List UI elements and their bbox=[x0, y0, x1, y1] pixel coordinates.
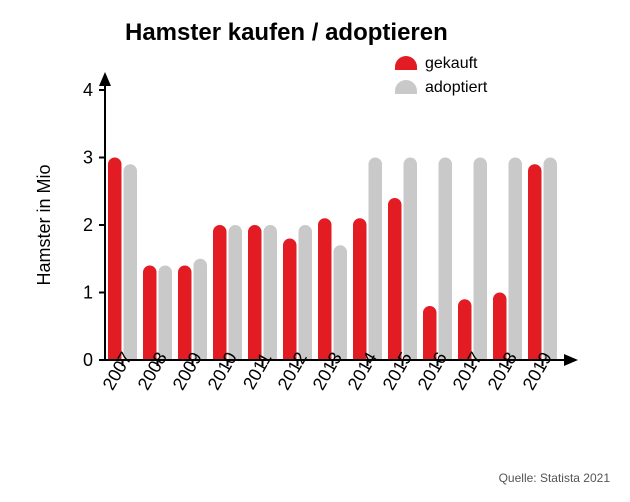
bar-gekauft-2011 bbox=[248, 225, 262, 360]
bar-adoptiert-2010 bbox=[229, 225, 243, 360]
bar-adoptiert-2011 bbox=[264, 225, 278, 360]
bar-adoptiert-2009 bbox=[194, 259, 208, 360]
legend-label-adoptiert: adoptiert bbox=[425, 79, 488, 96]
source-line: Quelle: Statista 2021 bbox=[499, 471, 611, 485]
legend-swatch-gekauft bbox=[395, 56, 417, 70]
bar-adoptiert-2015 bbox=[404, 158, 418, 361]
bar-gekauft-2010 bbox=[213, 225, 227, 360]
bar-gekauft-2014 bbox=[353, 218, 367, 360]
bar-gekauft-2019 bbox=[528, 164, 542, 360]
ytick-label: 2 bbox=[83, 215, 93, 235]
bar-adoptiert-2013 bbox=[334, 245, 348, 360]
bar-gekauft-2015 bbox=[388, 198, 402, 360]
bar-adoptiert-2014 bbox=[369, 158, 383, 361]
bar-adoptiert-2019 bbox=[544, 158, 558, 361]
bar-gekauft-2009 bbox=[178, 266, 192, 361]
bar-adoptiert-2016 bbox=[439, 158, 453, 361]
bar-adoptiert-2018 bbox=[509, 158, 523, 361]
bar-adoptiert-2008 bbox=[159, 266, 173, 361]
chart-title: Hamster kaufen / adoptieren bbox=[125, 19, 448, 46]
ytick-label: 1 bbox=[83, 283, 93, 303]
bar-adoptiert-2017 bbox=[474, 158, 488, 361]
chart-svg: 0123420072008200920102011201220132014201… bbox=[0, 0, 630, 502]
legend-swatch-adoptiert bbox=[395, 80, 417, 94]
y-axis-label: Hamster in Mio bbox=[34, 164, 54, 285]
ytick-label: 3 bbox=[83, 148, 93, 168]
y-axis-arrow bbox=[99, 72, 111, 86]
chart-container: 0123420072008200920102011201220132014201… bbox=[0, 0, 630, 502]
x-axis-arrow bbox=[564, 354, 578, 366]
bar-adoptiert-2012 bbox=[299, 225, 313, 360]
bar-adoptiert-2007 bbox=[124, 164, 138, 360]
ytick-label: 4 bbox=[83, 80, 93, 100]
bar-gekauft-2013 bbox=[318, 218, 332, 360]
bar-gekauft-2007 bbox=[108, 158, 122, 361]
bar-gekauft-2008 bbox=[143, 266, 157, 361]
ytick-label: 0 bbox=[83, 350, 93, 370]
legend-label-gekauft: gekauft bbox=[425, 55, 478, 72]
bar-gekauft-2012 bbox=[283, 239, 297, 361]
